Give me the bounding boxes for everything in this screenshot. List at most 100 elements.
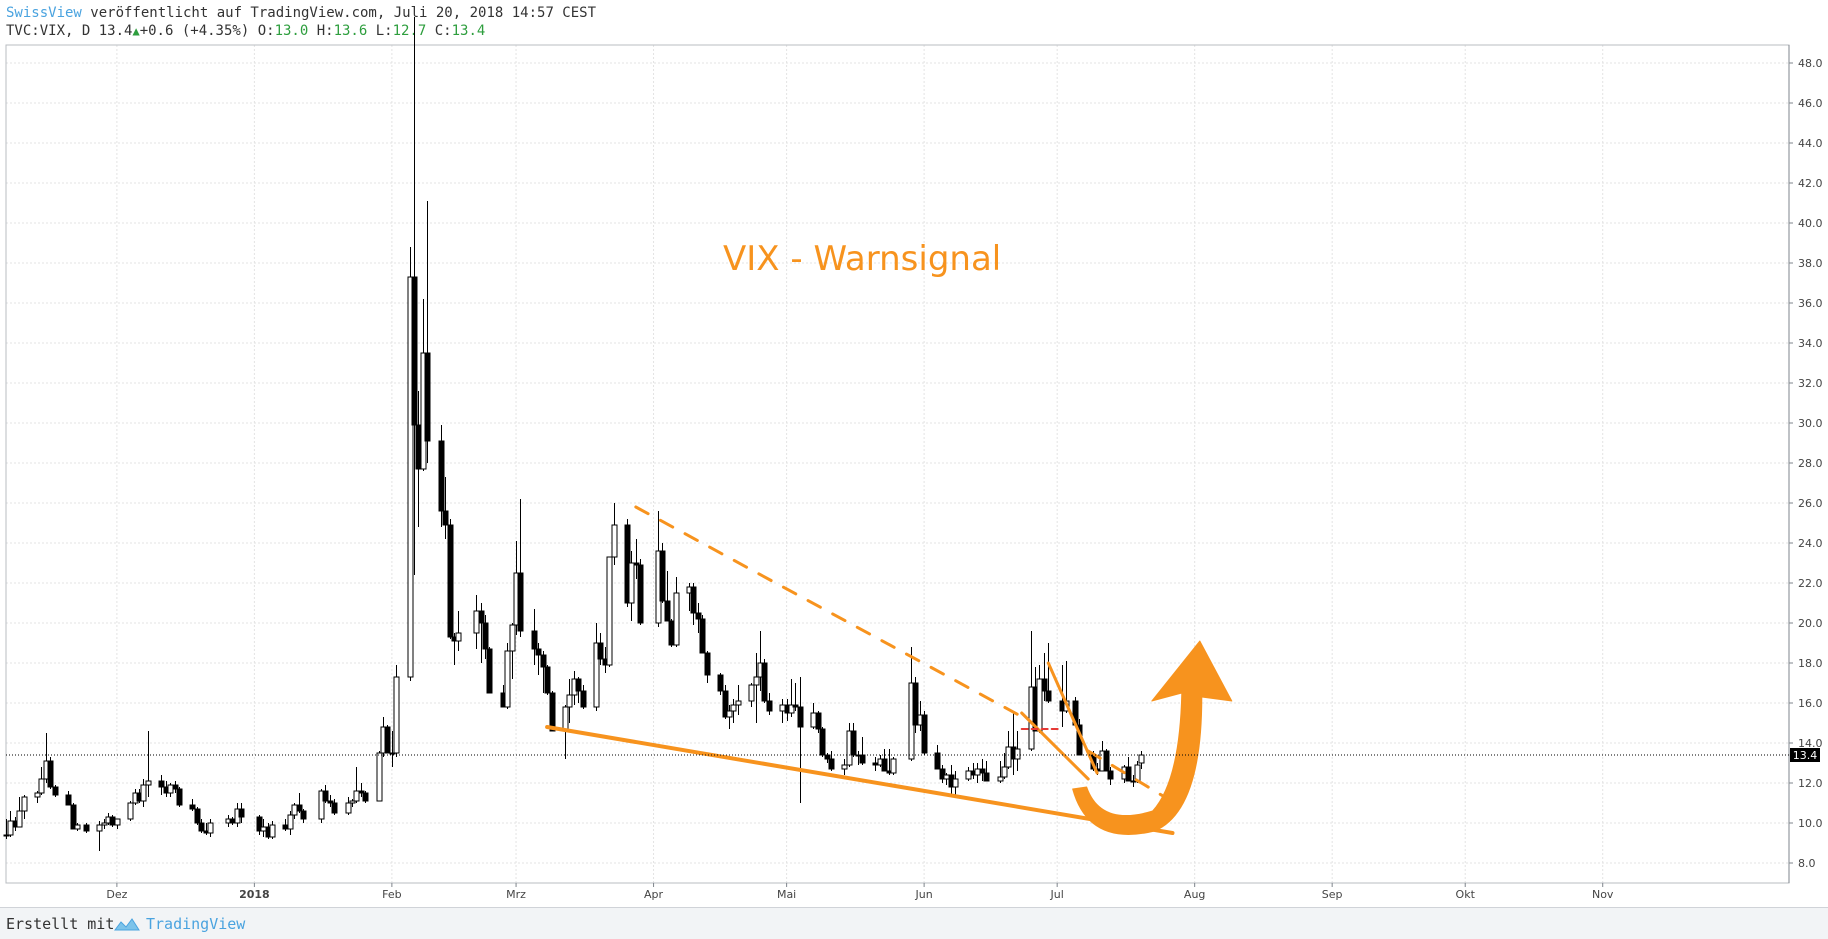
candle-body-down bbox=[766, 700, 773, 712]
candle-body-down bbox=[934, 752, 941, 770]
candle-body-down bbox=[47, 760, 54, 788]
candle bbox=[127, 801, 134, 821]
candle-body-down bbox=[282, 824, 289, 830]
candle bbox=[74, 823, 81, 831]
candle-body-up bbox=[291, 804, 298, 816]
trendline-support[interactable] bbox=[545, 725, 1175, 835]
candle-body-down bbox=[983, 772, 990, 782]
candle bbox=[761, 659, 768, 703]
candle bbox=[16, 797, 23, 828]
y-tick-label: 14.0 bbox=[1798, 737, 1823, 750]
candle bbox=[819, 727, 826, 757]
y-tick-label: 20.0 bbox=[1798, 617, 1823, 630]
candle-body-down bbox=[322, 790, 329, 802]
candle-body-up bbox=[788, 704, 795, 714]
candle-body-up bbox=[1138, 754, 1145, 764]
time-axis[interactable]: Dez 2018 Feb Mrz Apr Mai Jun Jul Aug Sep Okt Nov bbox=[106, 883, 1614, 901]
author-link[interactable]: SwissView bbox=[6, 5, 82, 21]
candle-body-down bbox=[362, 792, 369, 802]
candle bbox=[145, 731, 152, 797]
candle bbox=[70, 803, 77, 830]
candle bbox=[486, 647, 493, 694]
candle bbox=[172, 781, 179, 793]
candle bbox=[815, 711, 822, 733]
candle-body-down bbox=[415, 424, 422, 470]
vix-candlestick-chart[interactable]: 8.0 10.0 12.0 14.0 16.0 18.0 20.0 22.0 24.0 26.0 2… bbox=[0, 0, 1828, 907]
chart-annotation[interactable]: VIX - Warnsignal bbox=[723, 239, 1001, 279]
candle bbox=[353, 767, 360, 803]
candle bbox=[997, 761, 1004, 783]
tradingview-logo-icon[interactable] bbox=[114, 916, 140, 936]
candle bbox=[65, 791, 72, 806]
candle-body-up bbox=[509, 624, 516, 652]
x-tick-label: 2018 bbox=[239, 888, 270, 901]
candle bbox=[841, 759, 848, 775]
candle-body-up bbox=[353, 790, 360, 802]
candle-body-down bbox=[296, 804, 303, 812]
symbol-label: TVC:VIX, D bbox=[6, 23, 91, 39]
candle bbox=[1036, 665, 1043, 733]
candle-body-down bbox=[424, 352, 431, 442]
candle-body-up bbox=[611, 524, 618, 558]
candle-body-up bbox=[566, 694, 573, 708]
y-tick-label: 30.0 bbox=[1798, 417, 1823, 430]
candle bbox=[695, 603, 702, 633]
candle bbox=[943, 773, 950, 785]
candle bbox=[974, 763, 981, 783]
trendline-wedge-lower[interactable] bbox=[1020, 711, 1090, 781]
candle-body-down bbox=[1103, 750, 1110, 772]
candle-body-down bbox=[109, 816, 116, 826]
candle-body-down bbox=[300, 810, 307, 820]
candle-body-down bbox=[486, 648, 493, 694]
candle bbox=[34, 791, 41, 803]
candle-body-up bbox=[753, 676, 760, 686]
candle bbox=[828, 751, 835, 771]
candle-body-down bbox=[580, 690, 587, 708]
x-tick-label: Aug bbox=[1184, 888, 1205, 901]
candle-body-up bbox=[345, 802, 352, 814]
candle bbox=[447, 519, 454, 639]
candle bbox=[384, 725, 391, 754]
candle bbox=[611, 503, 618, 565]
candle-body-up bbox=[965, 770, 972, 780]
tradingview-link[interactable]: TradingView bbox=[146, 915, 246, 933]
candle bbox=[438, 425, 445, 527]
candle bbox=[690, 583, 697, 625]
candle-body-down bbox=[797, 706, 804, 728]
candle bbox=[207, 819, 214, 837]
candle bbox=[939, 765, 946, 783]
candle-body-down bbox=[549, 692, 556, 732]
candle bbox=[1045, 643, 1052, 703]
candle-body-up bbox=[140, 784, 147, 802]
trendline-wedge-upper[interactable] bbox=[1046, 661, 1099, 775]
trendline-resistance[interactable] bbox=[634, 505, 1028, 721]
candle-body-down bbox=[921, 714, 928, 754]
candle bbox=[393, 665, 400, 757]
candle-body-down bbox=[176, 788, 183, 806]
candle-body-down bbox=[1125, 766, 1132, 782]
candle-body-up bbox=[997, 776, 1004, 782]
candle-body-down bbox=[828, 758, 835, 770]
curved-up-arrow-icon[interactable] bbox=[1072, 640, 1233, 835]
candle bbox=[517, 499, 524, 637]
candle-body-up bbox=[21, 796, 28, 812]
candle bbox=[509, 623, 516, 679]
candle bbox=[824, 753, 831, 763]
candle bbox=[797, 677, 804, 803]
candle bbox=[753, 653, 760, 723]
y-tick-label: 12.0 bbox=[1798, 777, 1823, 790]
candle bbox=[580, 685, 587, 709]
candle bbox=[748, 683, 755, 707]
candle bbox=[597, 633, 604, 665]
candle-body-down bbox=[198, 822, 205, 832]
candle bbox=[659, 543, 666, 603]
candle bbox=[722, 685, 729, 719]
candle bbox=[349, 799, 356, 807]
candle bbox=[424, 201, 431, 463]
candle-body-up bbox=[810, 712, 817, 728]
price-axis[interactable]: 8.0 10.0 12.0 14.0 16.0 18.0 20.0 22.0 24.0 26.0 2… bbox=[1789, 57, 1823, 870]
candle bbox=[575, 677, 582, 703]
close-label: C: bbox=[434, 23, 452, 39]
candle-body-up bbox=[145, 780, 152, 786]
candle bbox=[411, 17, 418, 575]
